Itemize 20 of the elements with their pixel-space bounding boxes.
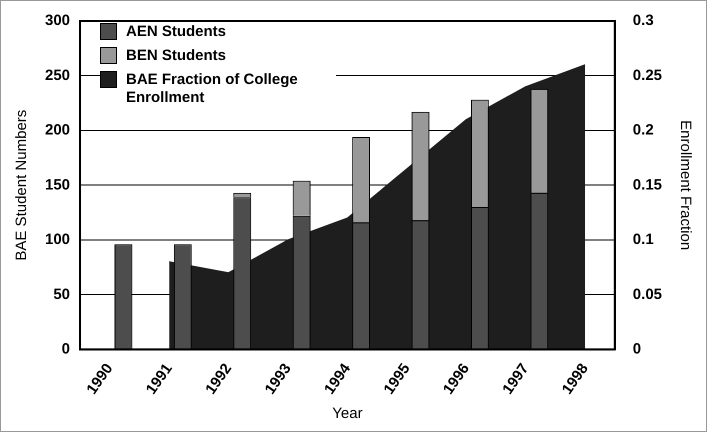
x-axis-title: Year [332,405,363,422]
y2-tick-label: 0 [632,340,642,358]
y2-tick-label: 0.25 [632,66,662,84]
y-tick-label: 150 [44,176,70,194]
legend-label: BAE Fraction of College Enrollment [126,71,299,107]
y-tick-label: 50 [53,286,70,303]
y-axis-title: BAE Student Numbers [13,110,30,261]
y-tick-label: 200 [44,122,70,139]
y-tick-label: 300 [44,12,70,30]
y2-tick-label: 0.05 [632,286,662,303]
y2-tick-label: 0.1 [632,231,654,248]
y-tick-label: 0 [62,340,70,358]
y-tick-label: 250 [44,66,70,84]
y2-tick-label: 0.15 [632,176,662,194]
legend-label: AEN Students [126,23,226,41]
legend-label: BEN Students [126,47,226,65]
y2-tick-label: 0.3 [632,12,654,30]
y2-tick-label: 0.2 [632,122,654,139]
y-tick-label: 100 [44,231,70,248]
y2-axis-title: Enrollment Fraction [676,120,694,250]
